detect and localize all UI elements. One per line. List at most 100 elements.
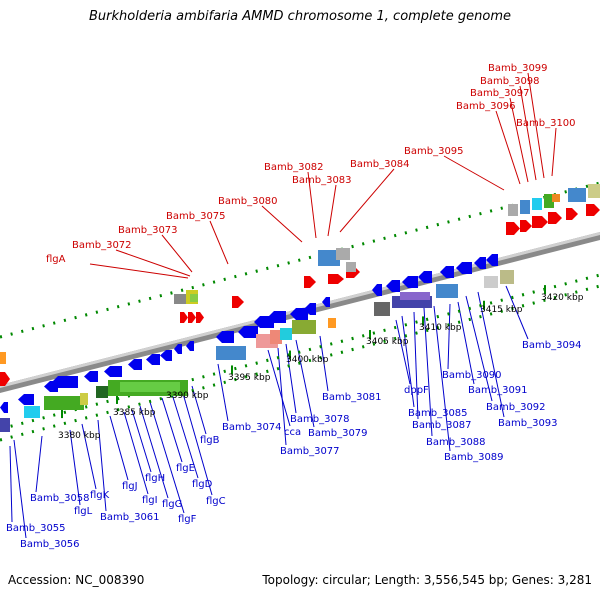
leader-line (161, 397, 183, 463)
leader-line (97, 419, 107, 512)
leader-line (261, 205, 303, 243)
forward-gene-arrow (586, 204, 600, 216)
gene-label: flgF (178, 514, 197, 525)
colored-gene-block (216, 346, 246, 360)
gene-label: Bamb_3055 (6, 523, 66, 534)
colored-gene-block (0, 352, 6, 364)
colored-gene-block (174, 294, 186, 304)
gene-label: Bamb_3090 (442, 370, 502, 381)
leader-line (339, 168, 395, 233)
gene-label: Bamb_3089 (444, 452, 504, 463)
colored-gene-block (374, 302, 390, 316)
colored-gene-block (318, 250, 340, 266)
reverse-gene-arrow (18, 394, 34, 405)
gene-label: Bamb_3081 (322, 392, 382, 403)
gene-label: dppF (404, 385, 429, 396)
forward-gene-arrow (520, 220, 532, 232)
leader-line (123, 411, 149, 495)
reverse-gene-arrow (160, 350, 172, 361)
gene-label: Bamb_3095 (404, 146, 464, 157)
reverse-gene-arrow (84, 371, 98, 382)
reverse-gene-arrow (186, 341, 194, 351)
colored-gene-block (0, 418, 10, 432)
leader-line (285, 343, 297, 414)
gene-label: flgI (142, 495, 158, 506)
colored-gene-block (328, 318, 336, 328)
forward-gene-arrow (548, 212, 562, 224)
gene-label: Bamb_3085 (408, 408, 468, 419)
gene-label: Bamb_3097 (470, 88, 530, 99)
label-leader-lines (9, 72, 557, 539)
reverse-gene-arrow (456, 262, 472, 274)
leader-line (267, 349, 291, 427)
reverse-gene-arrow (418, 271, 432, 283)
topology-text: Topology: circular; Length: 3,556,545 bp… (262, 573, 592, 587)
gene-label: Bamb_3078 (290, 414, 350, 425)
leader-line (465, 295, 493, 402)
colored-gene-block (44, 396, 84, 410)
reverse-gene-arrow (52, 376, 78, 388)
reverse-gene-arrow (254, 316, 274, 328)
gene-label: flgB (200, 435, 220, 446)
colored-gene-block (280, 328, 292, 340)
gene-label: Bamb_3083 (292, 175, 352, 186)
colored-gene-block (508, 204, 518, 216)
leader-line (217, 363, 229, 422)
leader-line (139, 405, 169, 499)
scale-tick-label: 3400 kbp (286, 355, 329, 365)
reverse-gene-arrow (0, 402, 8, 413)
gene-label: Bamb_3084 (350, 159, 410, 170)
reverse-gene-arrow (322, 297, 330, 307)
gene-label: flgC (206, 496, 226, 507)
lower-outer-scale (0, 273, 600, 431)
gene-label: flgH (145, 473, 165, 484)
reverse-gene-arrow (474, 257, 486, 269)
colored-gene-block (346, 262, 356, 272)
leader-line (171, 393, 199, 479)
colored-gene-block (24, 406, 40, 418)
leader-line (161, 234, 193, 273)
leader-line (495, 110, 521, 185)
reverse-gene-arrow (290, 308, 308, 320)
colored-gene-block (544, 194, 554, 208)
leader-line (115, 249, 191, 277)
scale-tick-label: 3390 kbp (166, 391, 209, 401)
accession-text: Accession: NC_008390 (8, 573, 145, 587)
leader-line (307, 171, 317, 239)
gene-label: flgE (176, 463, 195, 474)
reverse-gene-arrow (486, 254, 498, 266)
forward-gene-arrow (506, 222, 520, 235)
reverse-gene-arrow (128, 359, 142, 370)
reverse-gene-arrow (238, 326, 258, 338)
leader-line (423, 307, 433, 437)
gene-label: Bamb_3077 (280, 446, 340, 457)
upper-outer-scale (0, 181, 600, 339)
forward-gene-arrow (566, 208, 578, 220)
reverse-gene-arrow (216, 331, 234, 343)
leader-line (505, 285, 529, 340)
leader-line (277, 347, 287, 446)
leader-line (443, 155, 505, 191)
gene-label: flgA (46, 254, 66, 265)
colored-gene-block (520, 200, 530, 214)
colored-gene-block (484, 276, 498, 288)
gene-label: flgJ (122, 481, 138, 492)
leader-line (109, 415, 129, 481)
colored-gene-block (532, 198, 542, 210)
forward-gene-arrow (180, 312, 188, 323)
gene-label: flgG (162, 499, 182, 510)
gene-label: Bamb_3056 (20, 539, 80, 550)
gene-labels: flgA Bamb_3072 Bamb_3073 Bamb_3075 Bamb_3080… (6, 63, 582, 550)
gene-label: Bamb_3099 (488, 63, 548, 74)
leader-line (81, 423, 97, 490)
gene-label: Bamb_3061 (100, 512, 160, 523)
reverse-gene-arrow (304, 303, 316, 315)
scale-tick-label: 3395 kbp (228, 373, 271, 383)
colored-gene-block (336, 248, 350, 260)
leader-line (209, 220, 229, 265)
colored-gene-block (120, 382, 180, 392)
scale-tick-label: 3410 kbp (419, 323, 462, 333)
gene-label: Bamb_3082 (264, 162, 324, 173)
reverse-gene-arrow (372, 284, 382, 296)
